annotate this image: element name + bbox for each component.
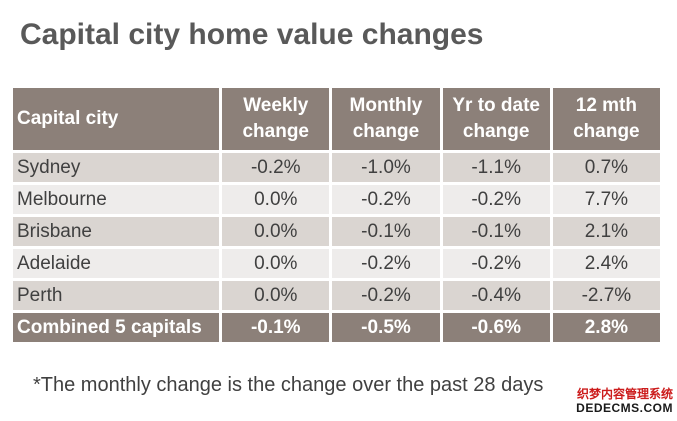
cell-city: Brisbane: [13, 217, 220, 246]
footnote: *The monthly change is the change over t…: [33, 374, 544, 396]
watermark-line-2: DEDECMS.COM: [576, 401, 673, 415]
total-monthly: -0.5%: [332, 313, 440, 342]
table-row: Perth 0.0% -0.2% -0.4% -2.7%: [13, 281, 660, 310]
cell-monthly: -0.1%: [332, 217, 440, 246]
total-weekly: -0.1%: [222, 313, 330, 342]
cell-ytd: -0.2%: [442, 185, 550, 214]
header-monthly-change: Monthly change: [332, 88, 440, 150]
cell-ytd: -0.2%: [442, 249, 550, 278]
total-12mth: 2.8%: [552, 313, 660, 342]
cell-monthly: -0.2%: [332, 281, 440, 310]
cell-12mth: -2.7%: [552, 281, 660, 310]
watermark-line-1: 织梦内容管理系统: [576, 387, 673, 401]
total-ytd: -0.6%: [442, 313, 550, 342]
cell-weekly: 0.0%: [222, 249, 330, 278]
cell-ytd: -1.1%: [442, 153, 550, 182]
cell-ytd: -0.1%: [442, 217, 550, 246]
cell-12mth: 0.7%: [552, 153, 660, 182]
cell-12mth: 7.7%: [552, 185, 660, 214]
cell-weekly: -0.2%: [222, 153, 330, 182]
cell-city: Perth: [13, 281, 220, 310]
header-ytd-change: Yr to date change: [442, 88, 550, 150]
home-value-table: Capital city Weekly change Monthly chang…: [10, 85, 663, 345]
table-row: Sydney -0.2% -1.0% -1.1% 0.7%: [13, 153, 660, 182]
table-row: Adelaide 0.0% -0.2% -0.2% 2.4%: [13, 249, 660, 278]
cell-ytd: -0.4%: [442, 281, 550, 310]
total-row: Combined 5 capitals -0.1% -0.5% -0.6% 2.…: [13, 313, 660, 342]
watermark-logo: 织梦内容管理系统 DEDECMS.COM: [576, 387, 673, 415]
cell-city: Adelaide: [13, 249, 220, 278]
table-row: Brisbane 0.0% -0.1% -0.1% 2.1%: [13, 217, 660, 246]
cell-weekly: 0.0%: [222, 185, 330, 214]
header-row: Capital city Weekly change Monthly chang…: [13, 88, 660, 150]
cell-weekly: 0.0%: [222, 281, 330, 310]
header-12mth-change: 12 mth change: [552, 88, 660, 150]
header-weekly-change: Weekly change: [222, 88, 330, 150]
cell-12mth: 2.4%: [552, 249, 660, 278]
page-title: Capital city home value changes: [20, 18, 484, 51]
cell-city: Sydney: [13, 153, 220, 182]
cell-weekly: 0.0%: [222, 217, 330, 246]
cell-monthly: -1.0%: [332, 153, 440, 182]
cell-monthly: -0.2%: [332, 185, 440, 214]
cell-city: Melbourne: [13, 185, 220, 214]
table-row: Melbourne 0.0% -0.2% -0.2% 7.7%: [13, 185, 660, 214]
cell-12mth: 2.1%: [552, 217, 660, 246]
cell-monthly: -0.2%: [332, 249, 440, 278]
header-capital-city: Capital city: [13, 88, 220, 150]
total-city: Combined 5 capitals: [13, 313, 220, 342]
